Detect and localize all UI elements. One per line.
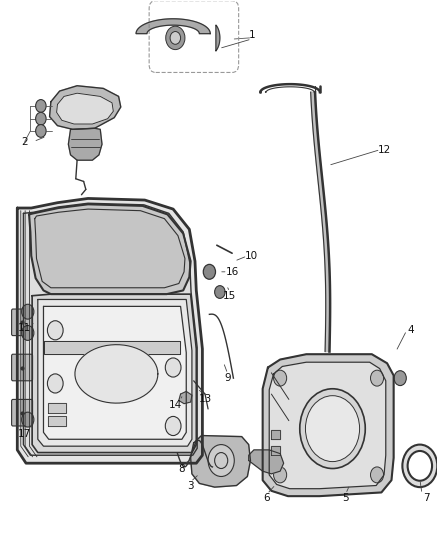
Polygon shape	[38, 300, 192, 446]
Circle shape	[35, 100, 46, 112]
Text: 6: 6	[264, 492, 270, 503]
Polygon shape	[57, 93, 113, 124]
Circle shape	[21, 412, 34, 427]
Circle shape	[371, 467, 384, 483]
Polygon shape	[136, 19, 210, 34]
Polygon shape	[48, 403, 66, 413]
Circle shape	[35, 112, 46, 125]
Text: 15: 15	[223, 290, 237, 301]
Circle shape	[274, 467, 287, 483]
Circle shape	[394, 370, 406, 385]
Polygon shape	[35, 209, 185, 288]
Polygon shape	[44, 341, 180, 354]
Text: 1: 1	[248, 30, 255, 41]
Polygon shape	[216, 25, 220, 51]
Polygon shape	[249, 450, 284, 474]
Text: 14: 14	[169, 400, 182, 410]
Text: 16: 16	[226, 267, 239, 277]
Circle shape	[165, 358, 181, 377]
Text: 11: 11	[18, 322, 32, 333]
Polygon shape	[191, 435, 251, 487]
Polygon shape	[75, 345, 158, 403]
Circle shape	[408, 451, 432, 481]
Polygon shape	[29, 204, 191, 294]
FancyBboxPatch shape	[12, 354, 32, 381]
Circle shape	[165, 416, 181, 435]
Circle shape	[21, 304, 34, 319]
Circle shape	[21, 326, 34, 341]
Circle shape	[305, 395, 360, 462]
Text: 3: 3	[187, 481, 194, 490]
Circle shape	[47, 374, 63, 393]
Polygon shape	[311, 92, 330, 352]
Polygon shape	[263, 354, 394, 496]
Circle shape	[274, 370, 287, 386]
Polygon shape	[68, 128, 102, 160]
Text: 4: 4	[408, 325, 414, 335]
FancyBboxPatch shape	[12, 399, 32, 426]
Text: 12: 12	[378, 144, 392, 155]
Polygon shape	[17, 198, 202, 463]
Text: 7: 7	[423, 492, 430, 503]
Polygon shape	[48, 416, 66, 426]
Circle shape	[403, 445, 437, 487]
Circle shape	[203, 264, 215, 279]
Circle shape	[166, 26, 185, 50]
Polygon shape	[271, 446, 280, 455]
Circle shape	[208, 445, 234, 477]
Text: 13: 13	[199, 394, 212, 405]
Circle shape	[300, 389, 365, 469]
Text: 5: 5	[343, 492, 349, 503]
Text: 9: 9	[224, 373, 231, 383]
Polygon shape	[179, 391, 192, 403]
Circle shape	[170, 31, 180, 44]
Circle shape	[215, 286, 225, 298]
Circle shape	[215, 453, 228, 469]
FancyBboxPatch shape	[12, 309, 32, 336]
Polygon shape	[49, 86, 121, 130]
Text: 17: 17	[18, 429, 32, 439]
Polygon shape	[43, 306, 186, 439]
Polygon shape	[271, 430, 280, 439]
Text: 8: 8	[179, 464, 185, 473]
Text: 2: 2	[21, 136, 28, 147]
Circle shape	[47, 321, 63, 340]
Text: 10: 10	[245, 251, 258, 261]
Polygon shape	[23, 203, 197, 455]
Polygon shape	[269, 362, 386, 489]
Circle shape	[35, 125, 46, 138]
Circle shape	[371, 370, 384, 386]
Polygon shape	[32, 294, 196, 453]
